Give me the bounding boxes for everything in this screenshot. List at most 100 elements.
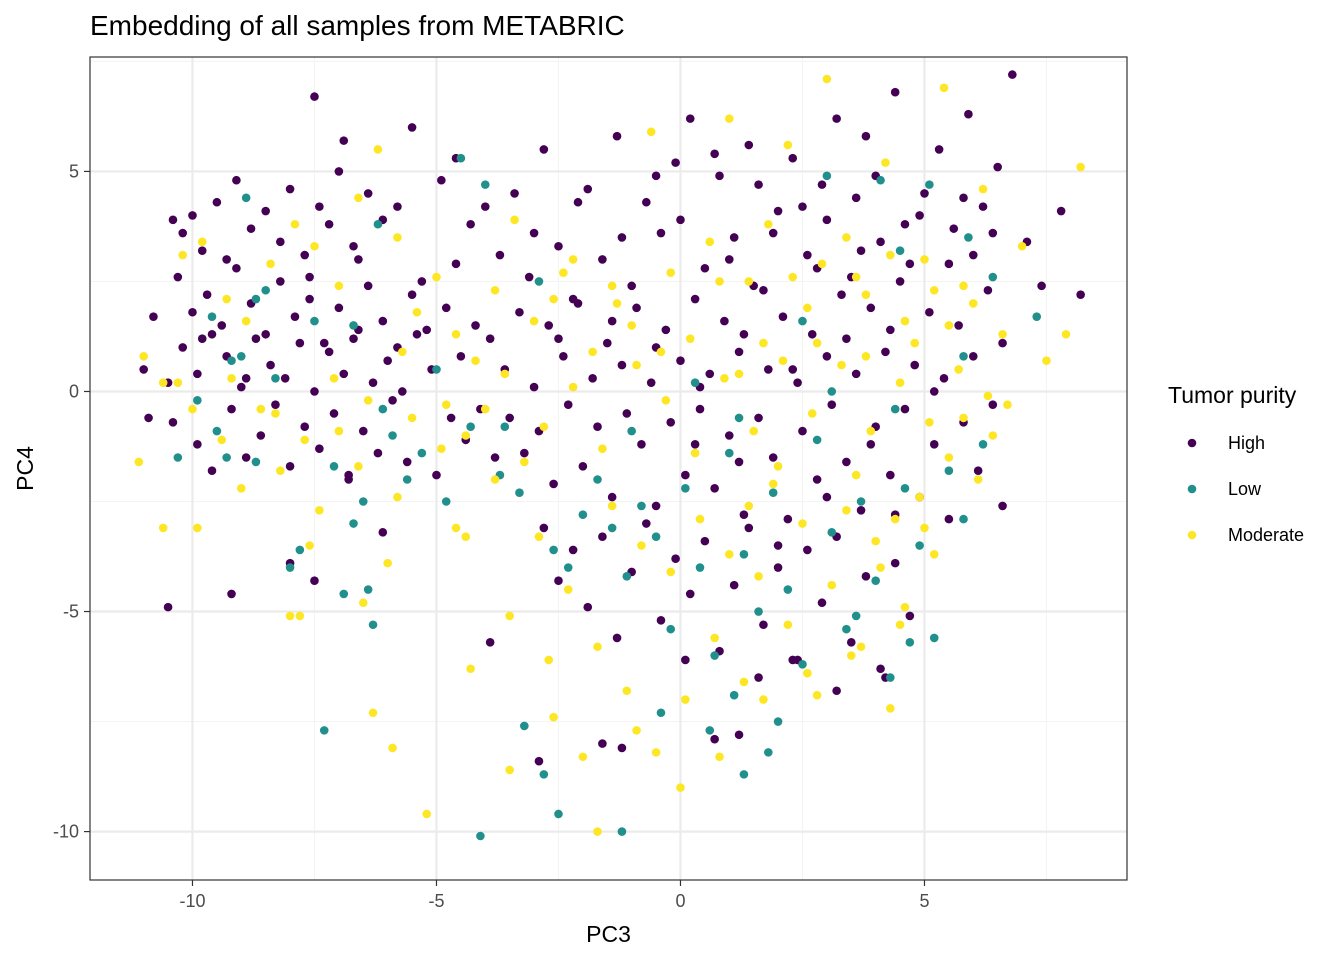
data-point-high [681,470,690,480]
data-point-high [715,171,724,181]
data-point-moderate [1017,241,1027,251]
data-point-moderate [886,250,895,260]
data-point-high [876,664,885,674]
data-point-low [339,589,349,599]
data-point-high [851,193,861,203]
data-point-moderate [354,193,363,203]
data-point-high [485,334,495,343]
data-point-high [529,228,539,238]
data-point-moderate [998,329,1007,339]
data-point-high [217,321,227,330]
data-point-high [724,255,734,264]
data-point-high [349,241,358,251]
data-point-high [910,360,920,370]
data-point-high [866,439,876,449]
data-point-moderate [300,435,310,445]
data-point-moderate [895,378,905,387]
data-point-moderate [783,620,793,630]
data-point-high [656,228,666,238]
data-point-low [241,193,251,203]
data-point-moderate [593,827,602,836]
data-point-high [681,655,690,665]
data-point-high [690,439,700,449]
data-point-low [905,638,915,647]
data-point-low [895,246,905,255]
data-point-moderate [222,294,231,304]
data-point-high [207,329,217,339]
legend-title: Tumor purity [1168,382,1297,408]
data-point-high [973,466,983,476]
data-point-high [285,461,295,471]
data-point-moderate [724,114,734,123]
data-point-high [236,382,246,392]
data-point-high [207,466,217,476]
data-point-low [520,721,529,731]
data-point-high [846,638,856,647]
data-point-high [827,400,837,409]
data-point-moderate [568,382,578,392]
data-point-high [710,484,719,493]
data-point-high [768,228,778,238]
data-point-low [959,514,968,524]
data-point-high [266,360,275,370]
data-point-high [480,202,490,211]
data-point-moderate [666,268,676,277]
data-point-moderate [461,431,471,440]
data-point-high [788,365,798,374]
data-point-moderate [241,316,251,326]
data-point-high [315,202,324,211]
data-point-high [310,387,319,396]
data-point-low [886,673,895,682]
data-point-high [842,457,851,467]
data-point-high [700,263,710,273]
data-point-high [822,351,832,361]
data-point-low [466,422,475,431]
data-point-low [764,748,773,757]
legend-key-moderate [1187,530,1197,540]
data-point-low [876,175,885,185]
data-point-high [1056,206,1066,216]
data-point-moderate [310,241,319,251]
data-point-high [822,492,832,502]
data-point-high [832,114,841,123]
data-point-high [451,259,461,269]
data-point-moderate [534,532,544,542]
data-point-high [378,528,388,537]
data-point-moderate [754,572,763,581]
data-point-low [285,563,295,572]
data-point-moderate [646,127,656,137]
data-point-high [407,123,417,132]
data-point-moderate [329,373,339,383]
data-point-high [168,215,178,225]
data-point-high [315,444,324,453]
data-point-moderate [749,426,758,436]
data-point-moderate [393,233,402,242]
data-point-high [515,307,524,317]
data-point-high [412,329,422,339]
data-point-moderate [920,255,929,264]
data-point-moderate [363,395,373,405]
data-point-high [456,351,466,361]
panel-background [90,57,1127,880]
data-point-low [456,153,466,163]
data-point-high [144,413,153,423]
data-point-high [549,479,558,489]
data-point-moderate [910,338,920,348]
data-point-high [734,347,744,357]
data-point-high [617,360,627,370]
data-point-high [905,611,915,621]
data-point-high [310,576,319,586]
data-point-moderate [666,567,676,577]
data-point-high [202,290,212,299]
data-point-low [227,356,236,365]
data-point-low [739,770,749,779]
data-point-moderate [290,219,300,229]
data-point-high [773,541,783,550]
data-point-moderate [944,453,954,462]
data-point-high [334,303,344,313]
data-point-low [349,519,358,528]
data-point-high [700,536,710,546]
data-point-high [276,277,285,286]
data-point-high [598,739,607,748]
data-point-high [661,325,671,335]
